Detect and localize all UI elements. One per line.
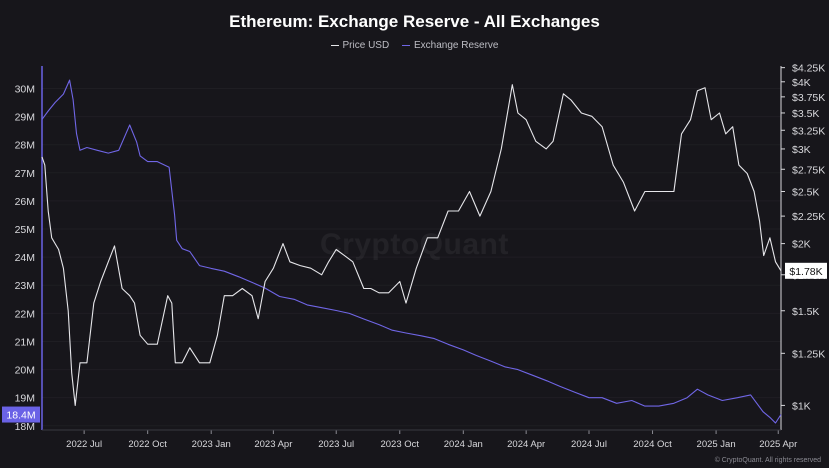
y-right-tick-label: $2.25K — [792, 211, 825, 223]
x-tick-label: 2024 Oct — [633, 439, 672, 450]
current-reserve-badge — [2, 406, 40, 423]
y-left-tick-label: 21M — [15, 336, 35, 348]
current-price-label: $1.78K — [789, 266, 822, 278]
x-tick-label: 2024 Jan — [444, 439, 483, 450]
y-left-tick-label: 23M — [15, 280, 35, 292]
x-tick-label: 2024 Apr — [507, 439, 545, 450]
y-left-tick-label: 28M — [15, 140, 35, 152]
y-right-tick-label: $3.5K — [792, 108, 819, 120]
y-left-tick-label: 29M — [15, 112, 35, 124]
y-right-tick-label: $1.25K — [792, 348, 825, 360]
y-right-tick-label: $4K — [792, 77, 811, 89]
y-right-tick-label: $1K — [792, 400, 811, 412]
y-left-tick-label: 22M — [15, 308, 35, 320]
x-tick-label: 2023 Oct — [380, 439, 419, 450]
y-left-tick-label: 27M — [15, 168, 35, 180]
x-tick-label: 2023 Apr — [254, 439, 292, 450]
x-tick-label: 2025 Jan — [697, 439, 736, 450]
y-right-tick-label: $2K — [792, 239, 811, 251]
x-tick-label: 2025 Apr — [759, 439, 797, 450]
y-right-tick-label: $3.25K — [792, 125, 825, 137]
x-tick-label: 2023 Jul — [318, 439, 354, 450]
legend-swatch-price — [330, 44, 339, 46]
x-tick-label: 2024 Jul — [571, 439, 607, 450]
y-right-tick-label: $2.75K — [792, 164, 825, 176]
exchange-reserve-line — [41, 79, 782, 424]
watermark: CryptoQuant — [320, 228, 509, 261]
y-left-tick-label: 30M — [15, 83, 35, 95]
y-right-tick-label: $3.75K — [792, 92, 825, 104]
y-left-tick-label: 24M — [15, 252, 35, 264]
legend-label-price: Price USD — [342, 40, 390, 51]
y-left-tick-label: 19M — [15, 393, 35, 405]
price-usd-line — [41, 84, 782, 406]
y-left-tick-label: 20M — [15, 365, 35, 377]
legend: Price USD Exchange Reserve — [0, 40, 829, 51]
x-tick-label: 2022 Jul — [66, 439, 102, 450]
chart-title: Ethereum: Exchange Reserve - All Exchang… — [229, 12, 600, 31]
y-right-tick-label: $4.25K — [792, 63, 825, 75]
x-tick-label: 2023 Jan — [192, 439, 231, 450]
y-left-tick-label: 26M — [15, 196, 35, 208]
current-reserve-label: 18.4M — [6, 410, 35, 422]
y-right-tick-label: $3K — [792, 144, 811, 156]
legend-label-reserve: Exchange Reserve — [413, 40, 499, 51]
current-price-badge — [785, 262, 827, 279]
x-tick-label: 2022 Oct — [128, 439, 167, 450]
y-right-tick-label: $1.5K — [792, 306, 819, 318]
legend-swatch-reserve — [401, 44, 410, 46]
legend-item-reserve[interactable]: Exchange Reserve — [401, 40, 499, 51]
copyright-credit: © CryptoQuant. All rights reserved — [714, 457, 821, 464]
y-right-tick-label: $2.5K — [792, 187, 819, 199]
y-left-tick-label: 25M — [15, 224, 35, 236]
y-left-tick-label: 18M — [15, 421, 35, 433]
legend-item-price[interactable]: Price USD — [330, 40, 390, 51]
